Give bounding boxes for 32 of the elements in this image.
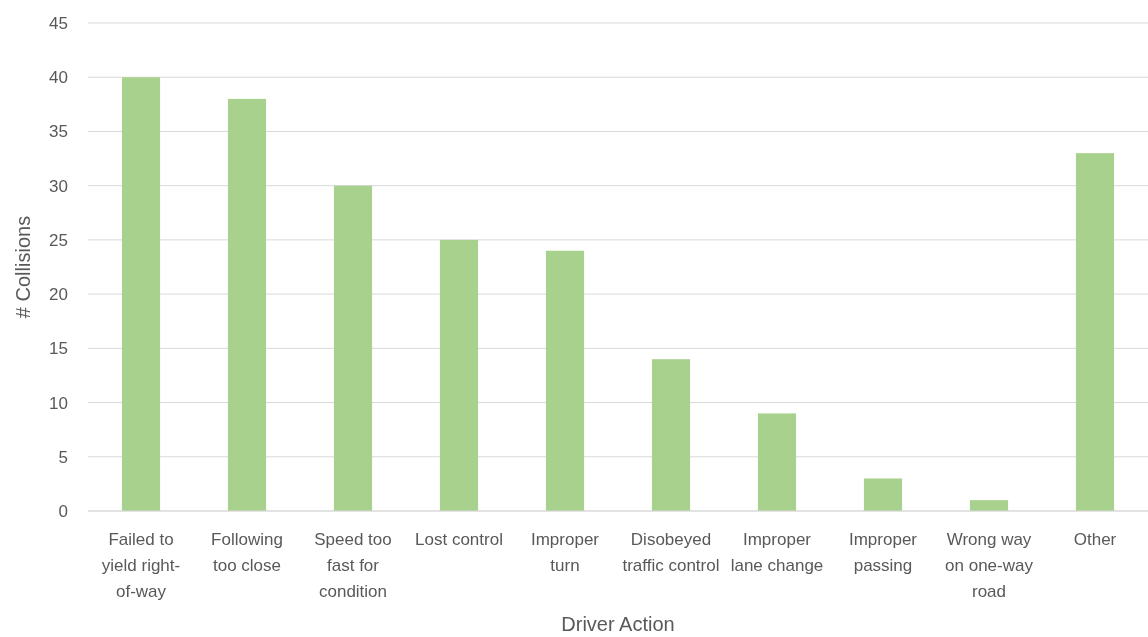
y-tick-label: 25 (49, 230, 68, 250)
bar (1075, 153, 1115, 511)
y-tick-label: 5 (58, 447, 68, 467)
y-tick-label: 40 (49, 68, 68, 88)
x-tick-label: Other (1073, 530, 1117, 549)
x-tick-label: Improper lane change (730, 530, 824, 575)
y-tick-label: 0 (58, 501, 68, 521)
y-tick-label: 45 (49, 13, 68, 33)
bar (757, 413, 797, 511)
x-tick-label: Improper passing (848, 530, 918, 575)
x-axis-title: Driver Action (561, 613, 675, 635)
bar (227, 98, 267, 511)
bar (651, 359, 691, 511)
x-tick-label: Speed too fast for condition (314, 530, 392, 601)
y-tick-label: 30 (49, 176, 68, 196)
x-tick-label: Wrong way on one-way road (945, 530, 1034, 601)
y-axis-title: # Collisions (12, 215, 34, 319)
bar (969, 500, 1009, 511)
y-tick-label: 10 (49, 393, 68, 413)
bar (121, 77, 161, 511)
x-tick-label: Disobeyed traffic control (622, 530, 720, 575)
bar (333, 185, 373, 511)
y-tick-label: 15 (49, 339, 68, 359)
y-tick-label: 35 (49, 122, 68, 142)
x-tick-label: Lost control (415, 530, 503, 549)
x-tick-label: Following too close (211, 530, 283, 575)
x-tick-label: Failed to yield right-of-way (101, 530, 181, 601)
bar (545, 250, 585, 511)
x-tick-label: Improper turn (530, 530, 600, 575)
y-tick-label: 20 (49, 285, 68, 305)
bar (863, 478, 903, 511)
bar (439, 239, 479, 511)
